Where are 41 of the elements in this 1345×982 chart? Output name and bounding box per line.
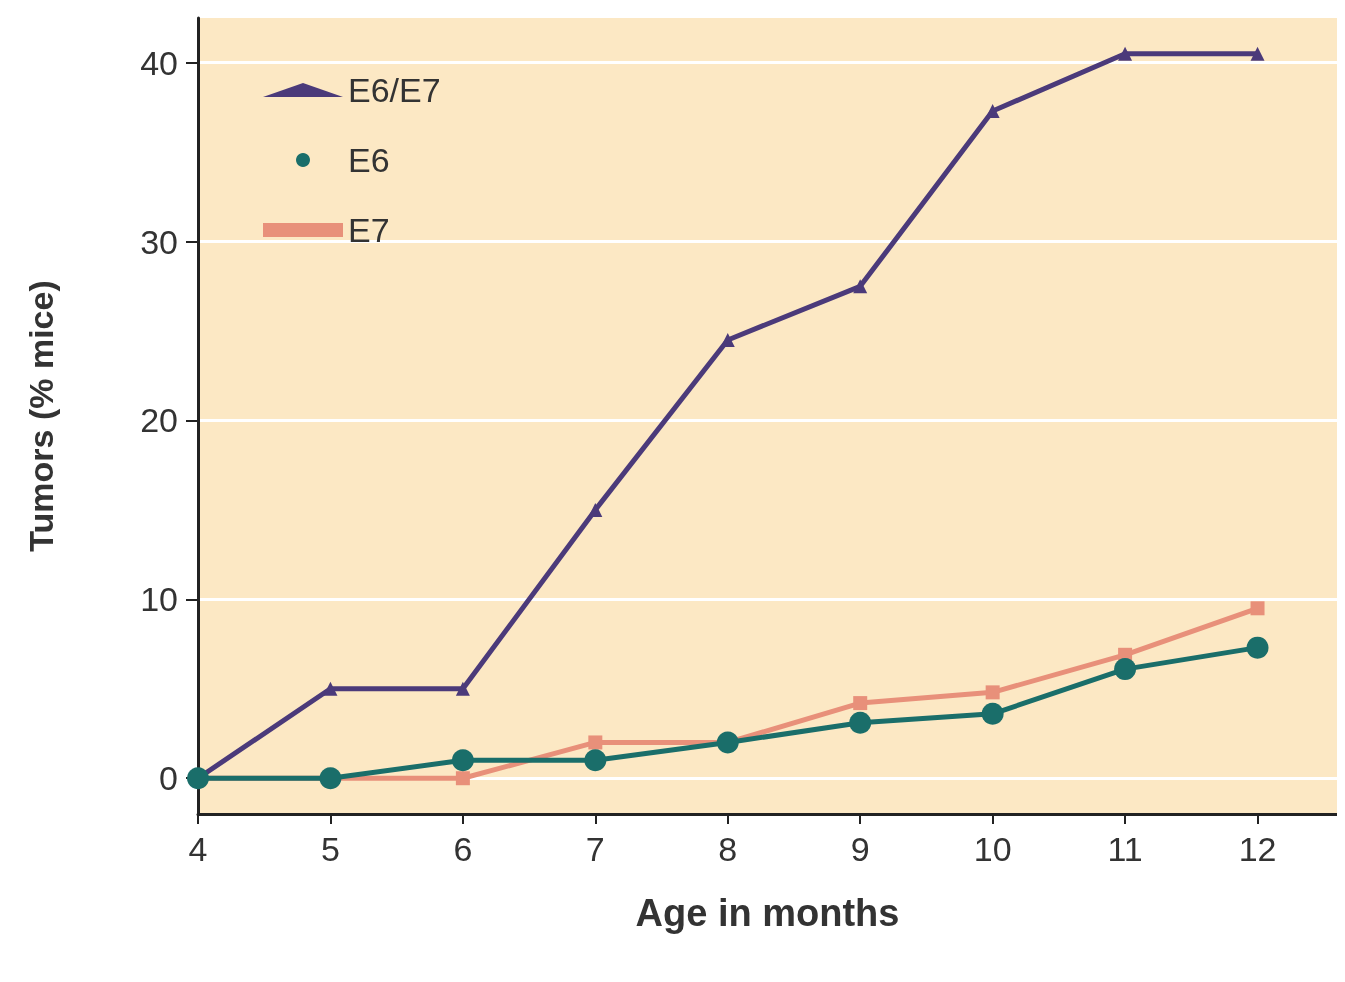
point — [716, 731, 739, 754]
x-tick-label: 12 — [1238, 830, 1277, 868]
x-axis-title: Age in months — [635, 892, 900, 934]
point — [853, 279, 868, 294]
y-tick-label: 40 — [140, 43, 178, 82]
point — [584, 749, 607, 772]
x-tick-label: 9 — [850, 830, 870, 868]
x-tick-label: 5 — [320, 830, 340, 868]
y-tick-label: 20 — [140, 401, 178, 440]
y-tick-label: 0 — [159, 759, 178, 798]
point — [319, 767, 342, 790]
y-tick-label: 10 — [140, 580, 178, 619]
x-tick-label: 4 — [188, 830, 208, 868]
x-tick-label: 7 — [585, 830, 605, 868]
x-tick-label: 8 — [718, 830, 738, 868]
point — [455, 771, 470, 786]
point — [1118, 46, 1133, 61]
point — [323, 681, 338, 696]
point — [1246, 636, 1269, 659]
point — [849, 711, 872, 734]
x-tick-label: 11 — [1107, 830, 1143, 868]
point — [1250, 601, 1265, 616]
point — [981, 702, 1004, 725]
point — [985, 104, 1000, 119]
point — [1250, 46, 1265, 61]
point — [720, 332, 735, 347]
x-tick-label: 10 — [973, 830, 1012, 868]
y-axis-title: Tumors (% mice) — [22, 280, 60, 552]
legend-label: E7 — [348, 211, 390, 249]
point — [985, 685, 1000, 700]
point — [853, 696, 868, 711]
point — [451, 749, 474, 772]
point — [588, 735, 603, 750]
point — [187, 767, 209, 790]
y-tick-label: 30 — [140, 222, 178, 261]
legend-label: E6/E7 — [348, 71, 441, 109]
x-tick-label: 6 — [453, 830, 473, 868]
point — [588, 502, 603, 517]
point — [1114, 658, 1137, 681]
point — [455, 681, 470, 696]
legend-label: E6 — [348, 141, 390, 179]
